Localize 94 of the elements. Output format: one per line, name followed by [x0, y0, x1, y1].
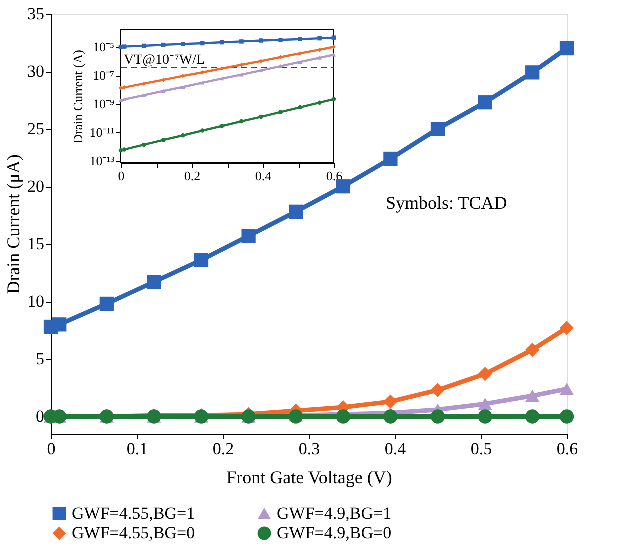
x-tick-label: 0.2: [184, 168, 201, 184]
point: [118, 148, 124, 153]
y-tick-label: 10⁻⁷: [92, 68, 114, 84]
point: [560, 383, 574, 396]
point: [332, 97, 336, 102]
point: [384, 410, 398, 424]
point: [560, 321, 574, 336]
point: [478, 410, 492, 424]
x-tick-label: 0.5: [470, 440, 492, 458]
point: [122, 44, 127, 49]
point: [336, 410, 350, 424]
y-tick-label: 10⁻⁹: [92, 96, 115, 112]
point: [181, 134, 186, 138]
legend-label: GWF=4.9,BG=1: [277, 504, 392, 523]
point: [430, 122, 446, 136]
y-tick-label: 5: [36, 350, 44, 369]
point: [384, 152, 398, 166]
x-tick-label: 0.4: [255, 168, 272, 184]
point: [122, 148, 127, 152]
point: [560, 41, 574, 56]
point: [161, 138, 166, 142]
y-tick-label: 25: [28, 120, 44, 139]
point: [161, 89, 166, 94]
point: [181, 85, 186, 90]
line-series: [118, 53, 336, 102]
point: [142, 142, 146, 148]
point: [118, 98, 124, 102]
point: [318, 36, 322, 41]
x-tick-label: 0.2: [212, 440, 234, 458]
point: [332, 36, 336, 40]
annotation: Symbols: TCAD: [386, 193, 508, 213]
x-tick-label: 0.4: [384, 440, 407, 458]
point: [384, 394, 398, 409]
point: [200, 41, 205, 46]
point: [200, 128, 205, 133]
point: [298, 37, 302, 42]
point: [259, 68, 264, 73]
point: [318, 100, 322, 105]
point: [142, 94, 146, 98]
y-axis-title: Drain Current (μA): [4, 154, 24, 294]
point: [240, 119, 244, 124]
x-tick-label: 0.6: [326, 168, 344, 184]
point: [298, 105, 302, 110]
point: [240, 73, 244, 77]
point: [336, 180, 350, 194]
legend-label: GWF=4.9,BG=0: [277, 524, 392, 542]
point: [259, 38, 264, 43]
point: [259, 114, 264, 120]
point: [147, 275, 162, 290]
x-tick-label: 0.3: [298, 440, 320, 458]
point: [318, 56, 322, 60]
point: [200, 81, 205, 85]
y-tick-label: 0: [36, 407, 44, 426]
ref-line-label: VT@10⁻⁷W/L: [124, 52, 206, 68]
point: [242, 229, 256, 244]
point: [430, 410, 446, 424]
point: [220, 40, 224, 45]
point: [478, 398, 492, 410]
point: [289, 204, 304, 219]
point: [181, 42, 186, 46]
point: [298, 60, 302, 64]
y-tick-label: 10: [28, 292, 44, 312]
point: [100, 296, 114, 312]
point: [526, 66, 540, 80]
point: [526, 390, 540, 402]
point: [560, 410, 574, 424]
y-axis-title: Drain Current (A): [70, 50, 86, 144]
point: [430, 383, 446, 398]
point: [332, 53, 336, 57]
point: [278, 38, 283, 42]
y-tick-label: 35: [28, 4, 44, 24]
y-tick-label: 15: [28, 234, 44, 254]
point: [52, 318, 67, 332]
point: [478, 367, 492, 382]
point: [122, 98, 127, 102]
point: [220, 124, 224, 128]
point: [478, 96, 492, 110]
x-axis-title: Front Gate Voltage (V): [226, 468, 392, 488]
point: [526, 342, 540, 358]
y-tick-label: 10⁻¹¹: [90, 124, 115, 140]
y-tick-label: 30: [28, 62, 44, 82]
x-tick-label: 0.6: [556, 440, 578, 458]
point: [194, 253, 209, 268]
point: [526, 410, 540, 424]
legend-label: GWF=4.55,BG=0: [72, 524, 196, 542]
point: [220, 76, 224, 81]
x-tick-label: 0: [118, 168, 125, 184]
y-tick-label: 10⁻⁵: [92, 40, 114, 55]
legend-label: GWF=4.55,BG=1: [72, 504, 196, 523]
point: [240, 40, 244, 44]
x-tick-label: 0.1: [126, 440, 148, 458]
y-tick-label: 20: [28, 177, 44, 196]
y-tick-label: 10⁻¹³: [90, 153, 115, 168]
point: [278, 110, 283, 114]
